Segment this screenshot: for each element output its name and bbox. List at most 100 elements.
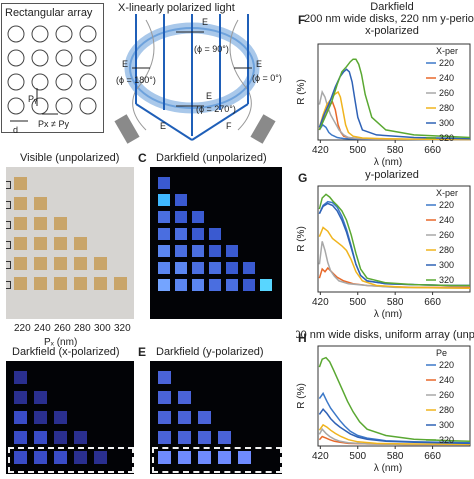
series-line-280 [318,226,471,290]
legend-label: 300 [439,420,454,430]
panel-d-title-visible: Darkfield (x-polarized) [12,346,120,358]
disk-array-square [175,279,187,291]
disk-array-square [74,257,87,270]
disk [79,25,97,43]
x-tick-label: 580 [387,145,404,156]
plot-frame [317,43,471,141]
x-tick-label: 660 [424,451,441,462]
disk-array-square [74,237,87,250]
series-line-280 [318,423,471,446]
visible-micrograph [6,167,134,319]
ring-diagram-svg [114,14,276,144]
disk-array-square [34,197,47,210]
disk-array-square [243,262,255,274]
legend-label: 280 [439,103,454,113]
disk [7,25,25,43]
e-label-top: E [202,17,209,27]
chart-g-svg: y-polarized G 420 500 580 660 λ (nm) R (%) X-per… [296,169,471,320]
legend-label: 260 [439,88,454,98]
disk-array-square [178,391,191,404]
disk [55,97,73,115]
chart-h: 200 nm wide disks, uniform array (unpola… [288,328,474,474]
disk-array-square [178,411,191,424]
disk-array-square [209,245,221,257]
chart-title: 200 nm wide disks, uniform array (unpola… [296,329,474,341]
disk-array-square [74,431,87,444]
disk [55,49,73,67]
legend-label: 300 [439,118,454,128]
row-marker [6,201,11,209]
disk-array-square [218,451,231,464]
py-label: Pᵧ [28,94,37,104]
disk-array-square [178,451,191,464]
x-axis-label: λ (nm) [374,157,402,168]
disk-array-square [34,391,47,404]
phi-90-label: (ϕ = 90°) [194,44,229,54]
disk-array-square [175,228,187,240]
series-line-320 [318,193,470,287]
x-tick-label: 580 [387,451,404,462]
darkfield-e-square-grid [150,361,282,474]
legend-label: 280 [439,405,454,415]
x-tick-label: 580 [387,297,404,308]
darkfield-d-square-grid [6,361,134,474]
disk-array-square [14,431,27,444]
d-label: d [13,125,19,135]
visible-title: Visible (unpolarized) [20,152,120,164]
disk-array-square [94,277,107,290]
disk-array-square [209,279,221,291]
disk-array-square [192,211,204,223]
disk-array-square [198,411,211,424]
x-tick-label: 420 [312,451,329,462]
e-label-detector: E [160,121,167,131]
highlight-row-box [152,447,282,473]
legend-label: 280 [439,245,454,255]
disk-array-square [14,411,27,424]
disk-array-square [74,451,87,464]
x-tick-label: 420 [312,145,329,156]
disk [31,25,49,43]
legend-label: 320 [439,435,454,445]
x-tick-label: 420 [312,297,329,308]
disk [31,73,49,91]
x-tick-label: 660 [424,145,441,156]
disk-array-square [74,277,87,290]
series-line-280 [318,90,471,141]
legend-label: 220 [439,200,454,210]
disk-array-square [158,279,170,291]
row-marker [6,281,11,289]
disk [7,49,25,67]
disk-array-square [158,391,171,404]
detector-left [114,114,140,144]
disk-array-square [54,411,67,424]
disk-array-square [14,391,27,404]
disk-array-square [198,451,211,464]
disk [31,49,49,67]
plot-frame [317,345,471,447]
disk-array-square [226,245,238,257]
disk-array-square [192,262,204,274]
disk-array-square [34,277,47,290]
panel-e-title: Darkfield (y-polarized) [156,346,264,358]
legend-label: 300 [439,260,454,270]
disk-array-square [158,177,170,189]
disk-array-square [260,279,272,291]
disk-array-square [158,211,170,223]
disk-array-square [54,217,67,230]
chart-title: Darkfield [370,1,413,13]
row-marker [6,261,11,269]
legend-label: 220 [439,58,454,68]
disk-array-square [14,197,27,210]
disk-array-square [175,194,187,206]
row-marker [6,181,11,189]
disk-array-square [54,257,67,270]
panel-c-letter: C [138,151,147,165]
disk-array-square [158,194,170,206]
darkfield-unpolarized-image [150,167,282,319]
disk-array-square [34,217,47,230]
disk-array-square [158,371,171,384]
disk [79,73,97,91]
e-label-left: E [122,59,129,69]
x-tick-label: 660 [424,297,441,308]
e-label-right: E [256,59,263,69]
